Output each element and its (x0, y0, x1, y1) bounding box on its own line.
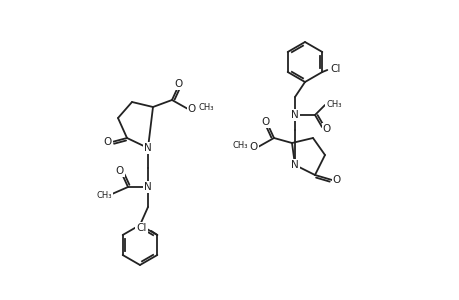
Text: O: O (174, 79, 183, 89)
Text: O: O (322, 124, 330, 134)
Text: CH₃: CH₃ (96, 190, 112, 200)
Text: O: O (249, 142, 257, 152)
Text: N: N (144, 182, 151, 192)
Text: O: O (261, 117, 269, 127)
Text: O: O (116, 166, 124, 176)
Text: N: N (291, 110, 298, 120)
Text: CH₃: CH₃ (198, 103, 213, 112)
Text: N: N (144, 143, 151, 153)
Text: CH₃: CH₃ (232, 142, 247, 151)
Text: N: N (291, 160, 298, 170)
Text: O: O (104, 137, 112, 147)
Text: O: O (187, 104, 196, 114)
Text: Cl: Cl (136, 223, 146, 233)
Text: CH₃: CH₃ (325, 100, 341, 109)
Text: O: O (332, 175, 341, 185)
Text: Cl: Cl (330, 64, 340, 74)
